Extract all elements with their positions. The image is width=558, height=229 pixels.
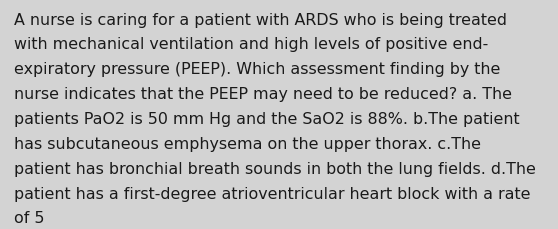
Text: patients PaO2 is 50 mm Hg and the SaO2 is 88%. b.The patient: patients PaO2 is 50 mm Hg and the SaO2 i… — [14, 112, 519, 126]
Text: expiratory pressure (PEEP). Which assessment finding by the: expiratory pressure (PEEP). Which assess… — [14, 62, 501, 77]
Text: has subcutaneous emphysema on the upper thorax. c.The: has subcutaneous emphysema on the upper … — [14, 136, 481, 151]
Text: patient has bronchial breath sounds in both the lung fields. d.The: patient has bronchial breath sounds in b… — [14, 161, 536, 176]
Text: patient has a first-degree atrioventricular heart block with a rate: patient has a first-degree atrioventricu… — [14, 186, 531, 201]
Text: A nurse is caring for a patient with ARDS who is being treated: A nurse is caring for a patient with ARD… — [14, 13, 507, 27]
Text: nurse indicates that the PEEP may need to be reduced? a. The: nurse indicates that the PEEP may need t… — [14, 87, 512, 102]
Text: with mechanical ventilation and high levels of positive end-: with mechanical ventilation and high lev… — [14, 37, 488, 52]
Text: of 5: of 5 — [14, 210, 45, 225]
